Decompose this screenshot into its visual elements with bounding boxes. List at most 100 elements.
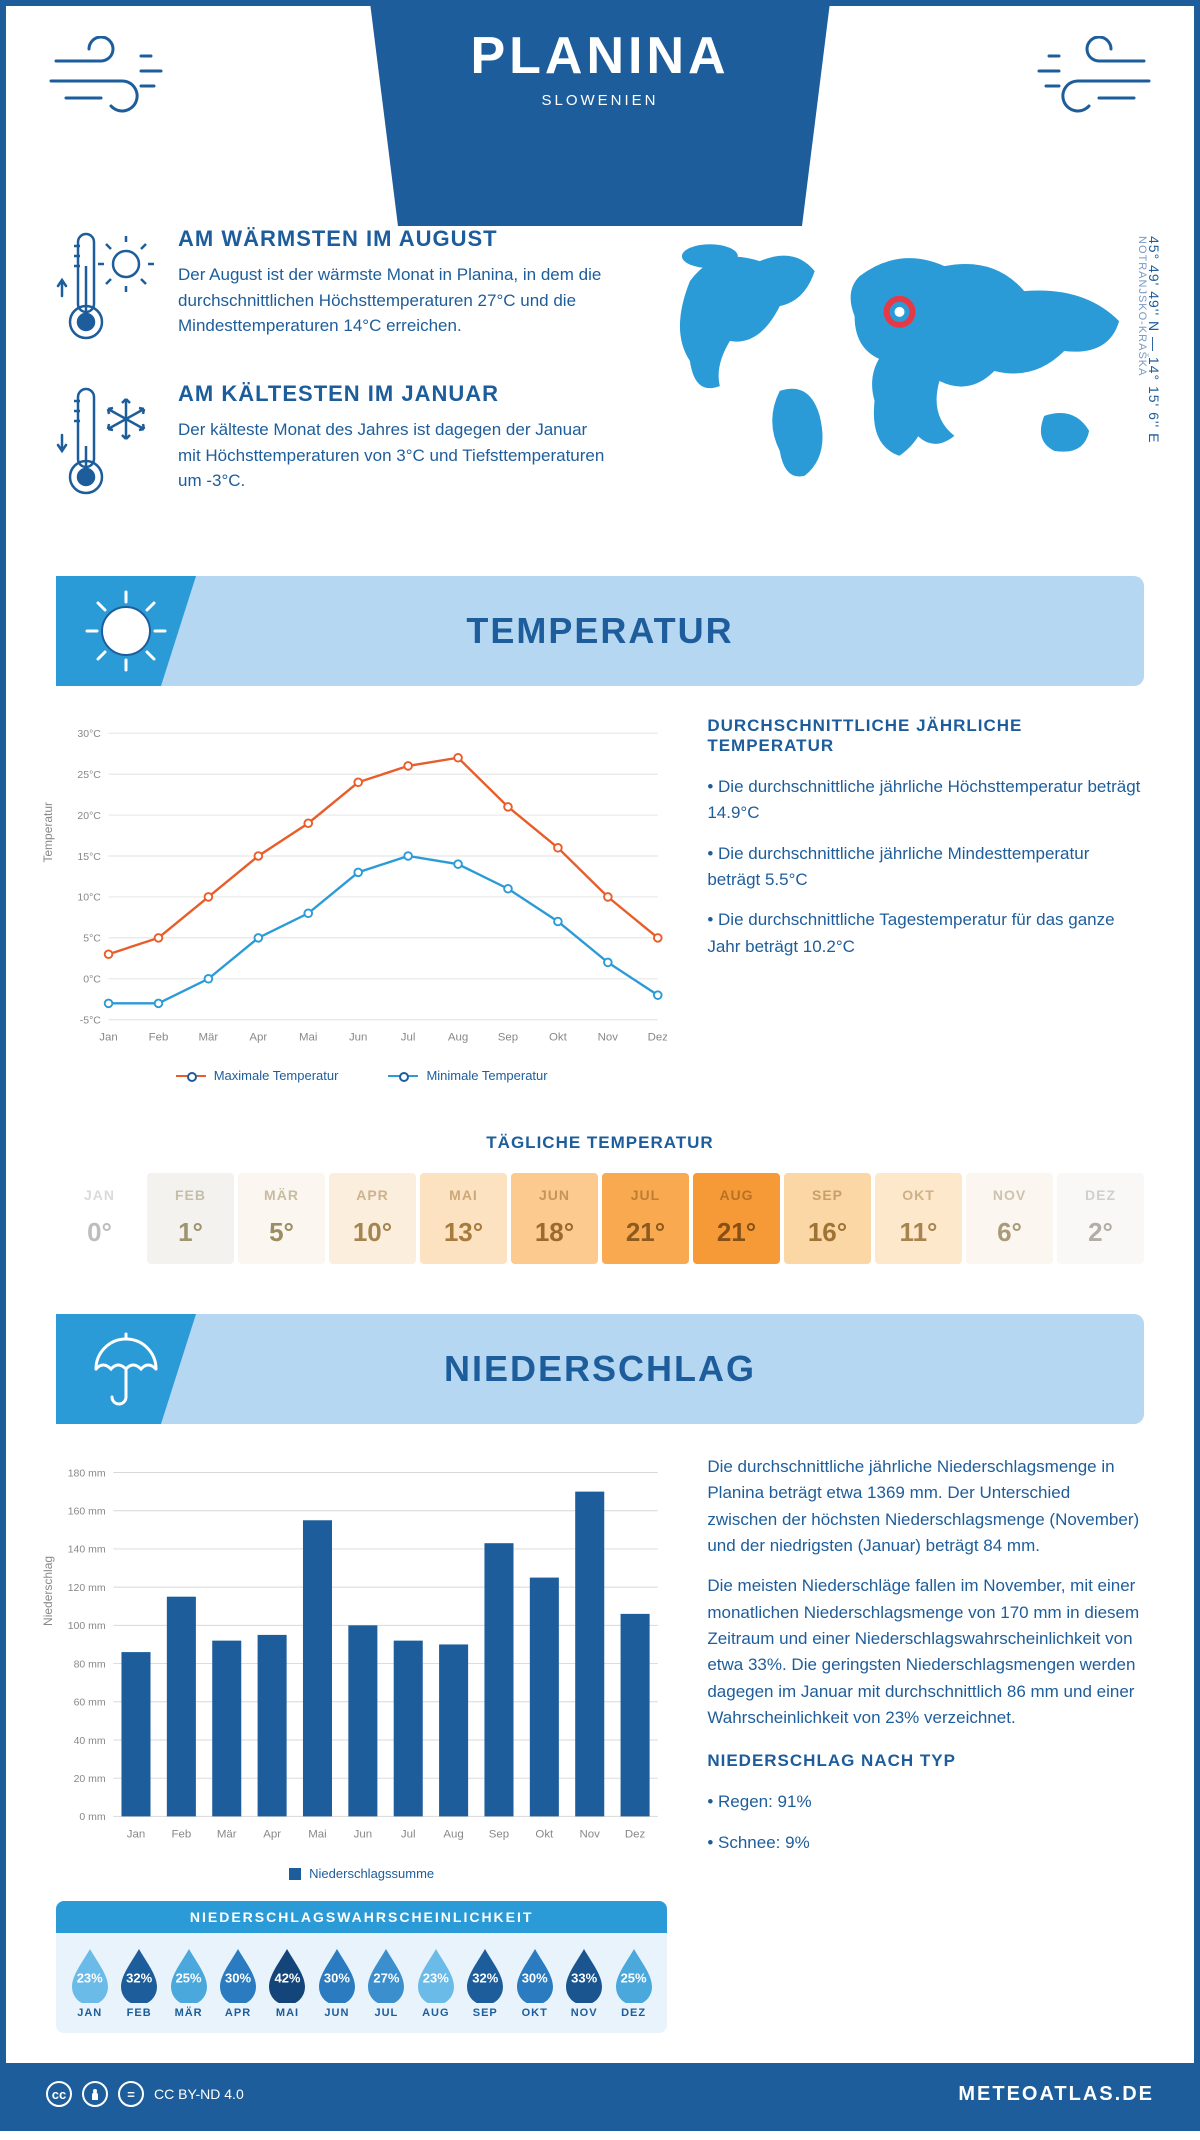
y-axis-label: Niederschlag	[41, 1556, 55, 1626]
precipitation-summary-text: Die durchschnittliche jährliche Niedersc…	[707, 1454, 1144, 2033]
svg-text:5°C: 5°C	[83, 933, 101, 945]
nd-icon: =	[118, 2081, 144, 2107]
precip-prob-cell: 27%JUL	[363, 1947, 410, 2019]
precip-prob-cell: 23%AUG	[412, 1947, 459, 2019]
coordinates: 45° 49' 49'' N — 14° 15' 6'' E	[1146, 236, 1162, 443]
svg-text:120 mm: 120 mm	[68, 1582, 106, 1594]
warmest-title: AM WÄRMSTEN IM AUGUST	[178, 226, 605, 252]
region-label: NOTRANJSKO-KRAŠKA	[1136, 236, 1148, 376]
svg-text:Sep: Sep	[489, 1828, 509, 1840]
svg-text:-5°C: -5°C	[80, 1015, 102, 1027]
precip-type-bullet: Regen: 91%	[707, 1789, 1144, 1815]
coldest-block: AM KÄLTESTEN IM JANUAR Der kälteste Mona…	[56, 381, 605, 506]
city-name: PLANINA	[470, 26, 729, 86]
header: PLANINA SLOWENIEN	[6, 6, 1194, 226]
temp-bullet: Die durchschnittliche Tagestemperatur fü…	[707, 907, 1144, 960]
precip-prob-cell: 23%JAN	[66, 1947, 113, 2019]
summary-row: AM WÄRMSTEN IM AUGUST Der August ist der…	[6, 226, 1194, 576]
daily-temp-cell: MÄR5°	[238, 1173, 325, 1264]
precip-prob-cell: 30%JUN	[313, 1947, 360, 2019]
svg-text:160 mm: 160 mm	[68, 1506, 106, 1518]
svg-text:Jul: Jul	[401, 1032, 416, 1044]
warmest-block: AM WÄRMSTEN IM AUGUST Der August ist der…	[56, 226, 605, 351]
svg-text:Aug: Aug	[443, 1828, 463, 1840]
svg-text:15°C: 15°C	[77, 851, 101, 863]
brand: METEOATLAS.DE	[958, 2083, 1154, 2106]
section-banner-temperature: TEMPERATUR	[56, 576, 1144, 686]
svg-text:Jun: Jun	[354, 1828, 372, 1840]
infographic-frame: PLANINA SLOWENIEN	[0, 0, 1200, 2131]
svg-text:Mär: Mär	[217, 1828, 237, 1840]
svg-text:0°C: 0°C	[83, 974, 101, 986]
y-axis-label: Temperatur	[41, 802, 55, 863]
svg-text:Dez: Dez	[625, 1828, 646, 1840]
svg-text:Mär: Mär	[199, 1032, 219, 1044]
precip-type-bullet: Schnee: 9%	[707, 1830, 1144, 1856]
precip-p2: Die meisten Niederschläge fallen im Nove…	[707, 1573, 1144, 1731]
svg-text:60 mm: 60 mm	[74, 1697, 106, 1709]
coldest-title: AM KÄLTESTEN IM JANUAR	[178, 381, 605, 407]
precip-prob-cell: 33%NOV	[560, 1947, 607, 2019]
svg-text:140 mm: 140 mm	[68, 1544, 106, 1556]
title-banner: PLANINA SLOWENIEN	[370, 6, 829, 226]
precipitation-probability-box: NIEDERSCHLAGSWAHRSCHEINLICHKEIT 23%JAN32…	[56, 1901, 667, 2033]
svg-text:Sep: Sep	[498, 1032, 518, 1044]
svg-text:180 mm: 180 mm	[68, 1467, 106, 1479]
svg-text:20 mm: 20 mm	[74, 1773, 106, 1785]
svg-text:Aug: Aug	[448, 1032, 468, 1044]
svg-text:25°C: 25°C	[77, 769, 101, 781]
cc-icon: cc	[46, 2081, 72, 2107]
svg-text:Nov: Nov	[598, 1032, 619, 1044]
svg-text:0 mm: 0 mm	[79, 1811, 106, 1823]
daily-temp-cell: JAN0°	[56, 1173, 143, 1264]
license-text: CC BY-ND 4.0	[154, 2086, 244, 2102]
temperature-summary-text: DURCHSCHNITTLICHE JÄHRLICHE TEMPERATUR D…	[707, 716, 1144, 1083]
daily-temp-cell: AUG21°	[693, 1173, 780, 1264]
wind-icon	[1024, 36, 1154, 131]
bar-chart-legend: Niederschlagssumme	[56, 1866, 667, 1881]
daily-temp-cell: NOV6°	[966, 1173, 1053, 1264]
svg-text:Dez: Dez	[648, 1032, 668, 1044]
svg-text:Jun: Jun	[349, 1032, 367, 1044]
precipitation-bar-chart: 0 mm20 mm40 mm60 mm80 mm100 mm120 mm140 …	[56, 1454, 667, 1854]
thermometer-snow-icon	[56, 381, 156, 506]
wind-icon	[46, 36, 176, 131]
section-title: NIEDERSCHLAG	[56, 1348, 1144, 1390]
svg-text:30°C: 30°C	[77, 728, 101, 740]
line-chart-legend: Maximale Temperatur Minimale Temperatur	[56, 1068, 667, 1083]
precip-prob-cell: 30%APR	[214, 1947, 261, 2019]
precip-prob-cell: 32%SEP	[462, 1947, 509, 2019]
section-banner-precipitation: NIEDERSCHLAG	[56, 1314, 1144, 1424]
precip-prob-cell: 25%MÄR	[165, 1947, 212, 2019]
svg-text:Mai: Mai	[308, 1828, 326, 1840]
precip-prob-cell: 42%MAI	[264, 1947, 311, 2019]
coldest-text: Der kälteste Monat des Jahres ist dagege…	[178, 417, 605, 494]
sun-icon	[56, 576, 196, 686]
temperature-line-chart: -5°C0°C5°C10°C15°C20°C25°C30°CJanFebMärA…	[56, 716, 667, 1083]
daily-temp-cell: SEP16°	[784, 1173, 871, 1264]
svg-text:Feb: Feb	[171, 1828, 191, 1840]
precip-prob-cell: 32%FEB	[115, 1947, 162, 2019]
daily-temp-cell: JUL21°	[602, 1173, 689, 1264]
svg-text:Apr: Apr	[249, 1032, 267, 1044]
precip-p1: Die durchschnittliche jährliche Niedersc…	[707, 1454, 1144, 1559]
warmest-text: Der August ist der wärmste Monat in Plan…	[178, 262, 605, 339]
svg-text:Jan: Jan	[99, 1032, 117, 1044]
svg-text:Mai: Mai	[299, 1032, 317, 1044]
svg-text:80 mm: 80 mm	[74, 1658, 106, 1670]
precip-prob-cell: 25%DEZ	[610, 1947, 657, 2019]
daily-temp-title: TÄGLICHE TEMPERATUR	[6, 1133, 1194, 1153]
daily-temp-cell: OKT11°	[875, 1173, 962, 1264]
svg-text:Jul: Jul	[401, 1828, 416, 1840]
temp-bullet: Die durchschnittliche jährliche Höchstte…	[707, 774, 1144, 827]
license: cc = CC BY-ND 4.0	[46, 2081, 244, 2107]
country-name: SLOWENIEN	[470, 92, 729, 109]
svg-text:Apr: Apr	[263, 1828, 281, 1840]
daily-temp-cell: DEZ2°	[1057, 1173, 1144, 1264]
daily-temperature-table: JAN0°FEB1°MÄR5°APR10°MAI13°JUN18°JUL21°A…	[6, 1173, 1194, 1314]
svg-text:Nov: Nov	[580, 1828, 601, 1840]
svg-text:Okt: Okt	[535, 1828, 554, 1840]
section-title: TEMPERATUR	[56, 610, 1144, 652]
temp-text-heading: DURCHSCHNITTLICHE JÄHRLICHE TEMPERATUR	[707, 716, 1144, 756]
precip-type-heading: NIEDERSCHLAG NACH TYP	[707, 1751, 1144, 1771]
